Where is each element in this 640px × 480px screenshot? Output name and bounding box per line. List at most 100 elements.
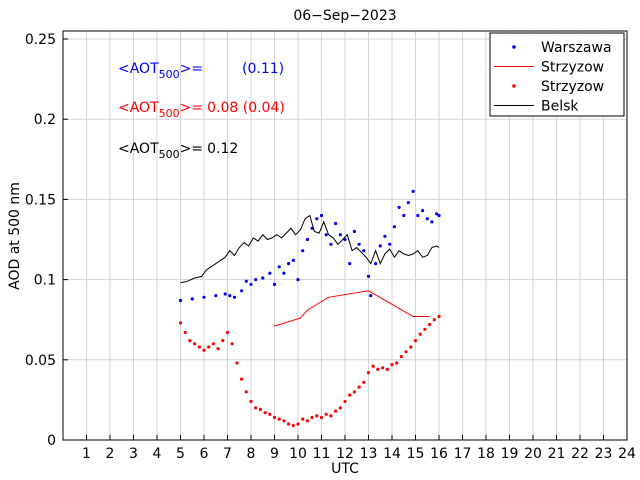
data-point	[348, 393, 352, 397]
data-point	[263, 411, 267, 415]
x-tick-label: 4	[153, 446, 162, 462]
data-point	[362, 380, 366, 384]
data-point	[193, 342, 197, 346]
series-strzyzow-dots	[178, 314, 441, 428]
data-point	[435, 212, 439, 216]
aot-prefix: <AOT	[118, 141, 159, 157]
x-tick-label: 21	[548, 446, 566, 462]
data-point	[369, 294, 373, 298]
data-point	[315, 217, 319, 221]
annotations: <AOT500>= (0.11)<AOT500>= 0.08 (0.04)<AOT5…	[118, 61, 285, 161]
series-warszawa-dots	[178, 189, 441, 303]
data-point	[268, 271, 272, 275]
aot-subscript: 500	[159, 107, 180, 120]
data-point	[348, 262, 352, 266]
data-point	[197, 345, 201, 349]
data-point	[178, 298, 183, 303]
x-tick-label: 22	[571, 446, 589, 462]
x-tick-label: 7	[223, 446, 232, 462]
x-tick-label: 15	[407, 446, 425, 462]
data-point	[338, 233, 342, 237]
data-point	[324, 412, 328, 416]
data-point	[188, 339, 192, 343]
data-point	[228, 294, 232, 298]
legend-dot-swatch	[512, 45, 516, 49]
x-axis-label: UTC	[331, 461, 359, 477]
x-tick-label: 23	[595, 446, 613, 462]
data-point	[272, 282, 277, 286]
data-point	[291, 424, 295, 428]
x-tick-label: 9	[270, 446, 279, 462]
chart-title: 06−Sep−2023	[293, 8, 396, 24]
series-belsk-line	[180, 214, 440, 284]
data-point	[216, 347, 220, 351]
data-point	[334, 221, 338, 226]
data-point	[352, 390, 356, 394]
x-tick-label: 17	[454, 446, 472, 462]
data-point	[287, 422, 291, 426]
data-point	[254, 278, 258, 282]
data-point	[272, 415, 277, 420]
grid	[63, 31, 627, 440]
data-point	[432, 318, 436, 322]
data-point	[381, 366, 385, 370]
data-point	[366, 371, 371, 375]
data-point	[319, 415, 324, 420]
x-tick-label: 16	[430, 446, 448, 462]
data-point	[232, 295, 237, 299]
series-line	[180, 214, 440, 284]
x-tick-label: 18	[477, 446, 495, 462]
data-point	[277, 417, 281, 421]
data-point	[319, 213, 324, 218]
legend: Warszawa Strzyzow Strzyzow Belsk	[489, 32, 625, 117]
data-point	[418, 332, 422, 336]
data-point	[430, 220, 434, 224]
legend-entry-warszawa-dots: Warszawa	[512, 40, 612, 56]
x-tick-label: 13	[360, 446, 378, 462]
y-tick-label: 0.15	[25, 192, 56, 208]
data-point	[416, 213, 420, 218]
data-point	[258, 407, 262, 412]
data-point	[329, 242, 333, 246]
data-point	[388, 242, 392, 246]
data-point	[376, 367, 380, 371]
series-strzyzow-line	[274, 290, 430, 327]
data-point	[301, 249, 305, 253]
data-point	[207, 345, 211, 349]
data-point	[296, 278, 300, 282]
data-point	[374, 262, 378, 266]
x-tick-label: 5	[176, 446, 185, 462]
y-tick-label: 0	[47, 433, 56, 449]
data-point	[329, 414, 333, 418]
data-point	[402, 213, 406, 218]
legend-entry-strzyzow-dots: Strzyzow	[512, 79, 604, 95]
y-tick-label: 0.2	[34, 112, 56, 128]
data-point	[406, 201, 410, 205]
data-point	[399, 355, 403, 359]
aot-prefix: <AOT	[118, 61, 159, 77]
data-point	[277, 265, 281, 269]
data-point	[437, 213, 441, 218]
data-point	[305, 419, 309, 423]
legend-entry-strzyzow-line: Strzyzow	[494, 60, 604, 76]
data-point	[413, 339, 418, 343]
data-point	[296, 422, 300, 426]
data-point	[390, 363, 394, 367]
legend-entry-belsk-line: Belsk	[494, 99, 579, 115]
data-point	[366, 274, 371, 278]
series-line	[274, 290, 430, 327]
y-axis-label: AOD at 500 nm	[7, 182, 23, 290]
data-point	[343, 237, 347, 242]
data-point	[371, 364, 375, 368]
aot-suffix: >=	[180, 141, 203, 157]
aot-prefix: <AOT	[118, 100, 159, 116]
data-point	[230, 342, 234, 346]
data-point	[202, 348, 206, 352]
data-point	[202, 295, 206, 299]
legend-label: Belsk	[541, 99, 579, 115]
data-point	[392, 225, 396, 229]
data-point	[178, 321, 183, 325]
aot-subscript: 500	[159, 148, 180, 161]
x-tick-label: 3	[129, 446, 138, 462]
data-point	[268, 412, 272, 416]
